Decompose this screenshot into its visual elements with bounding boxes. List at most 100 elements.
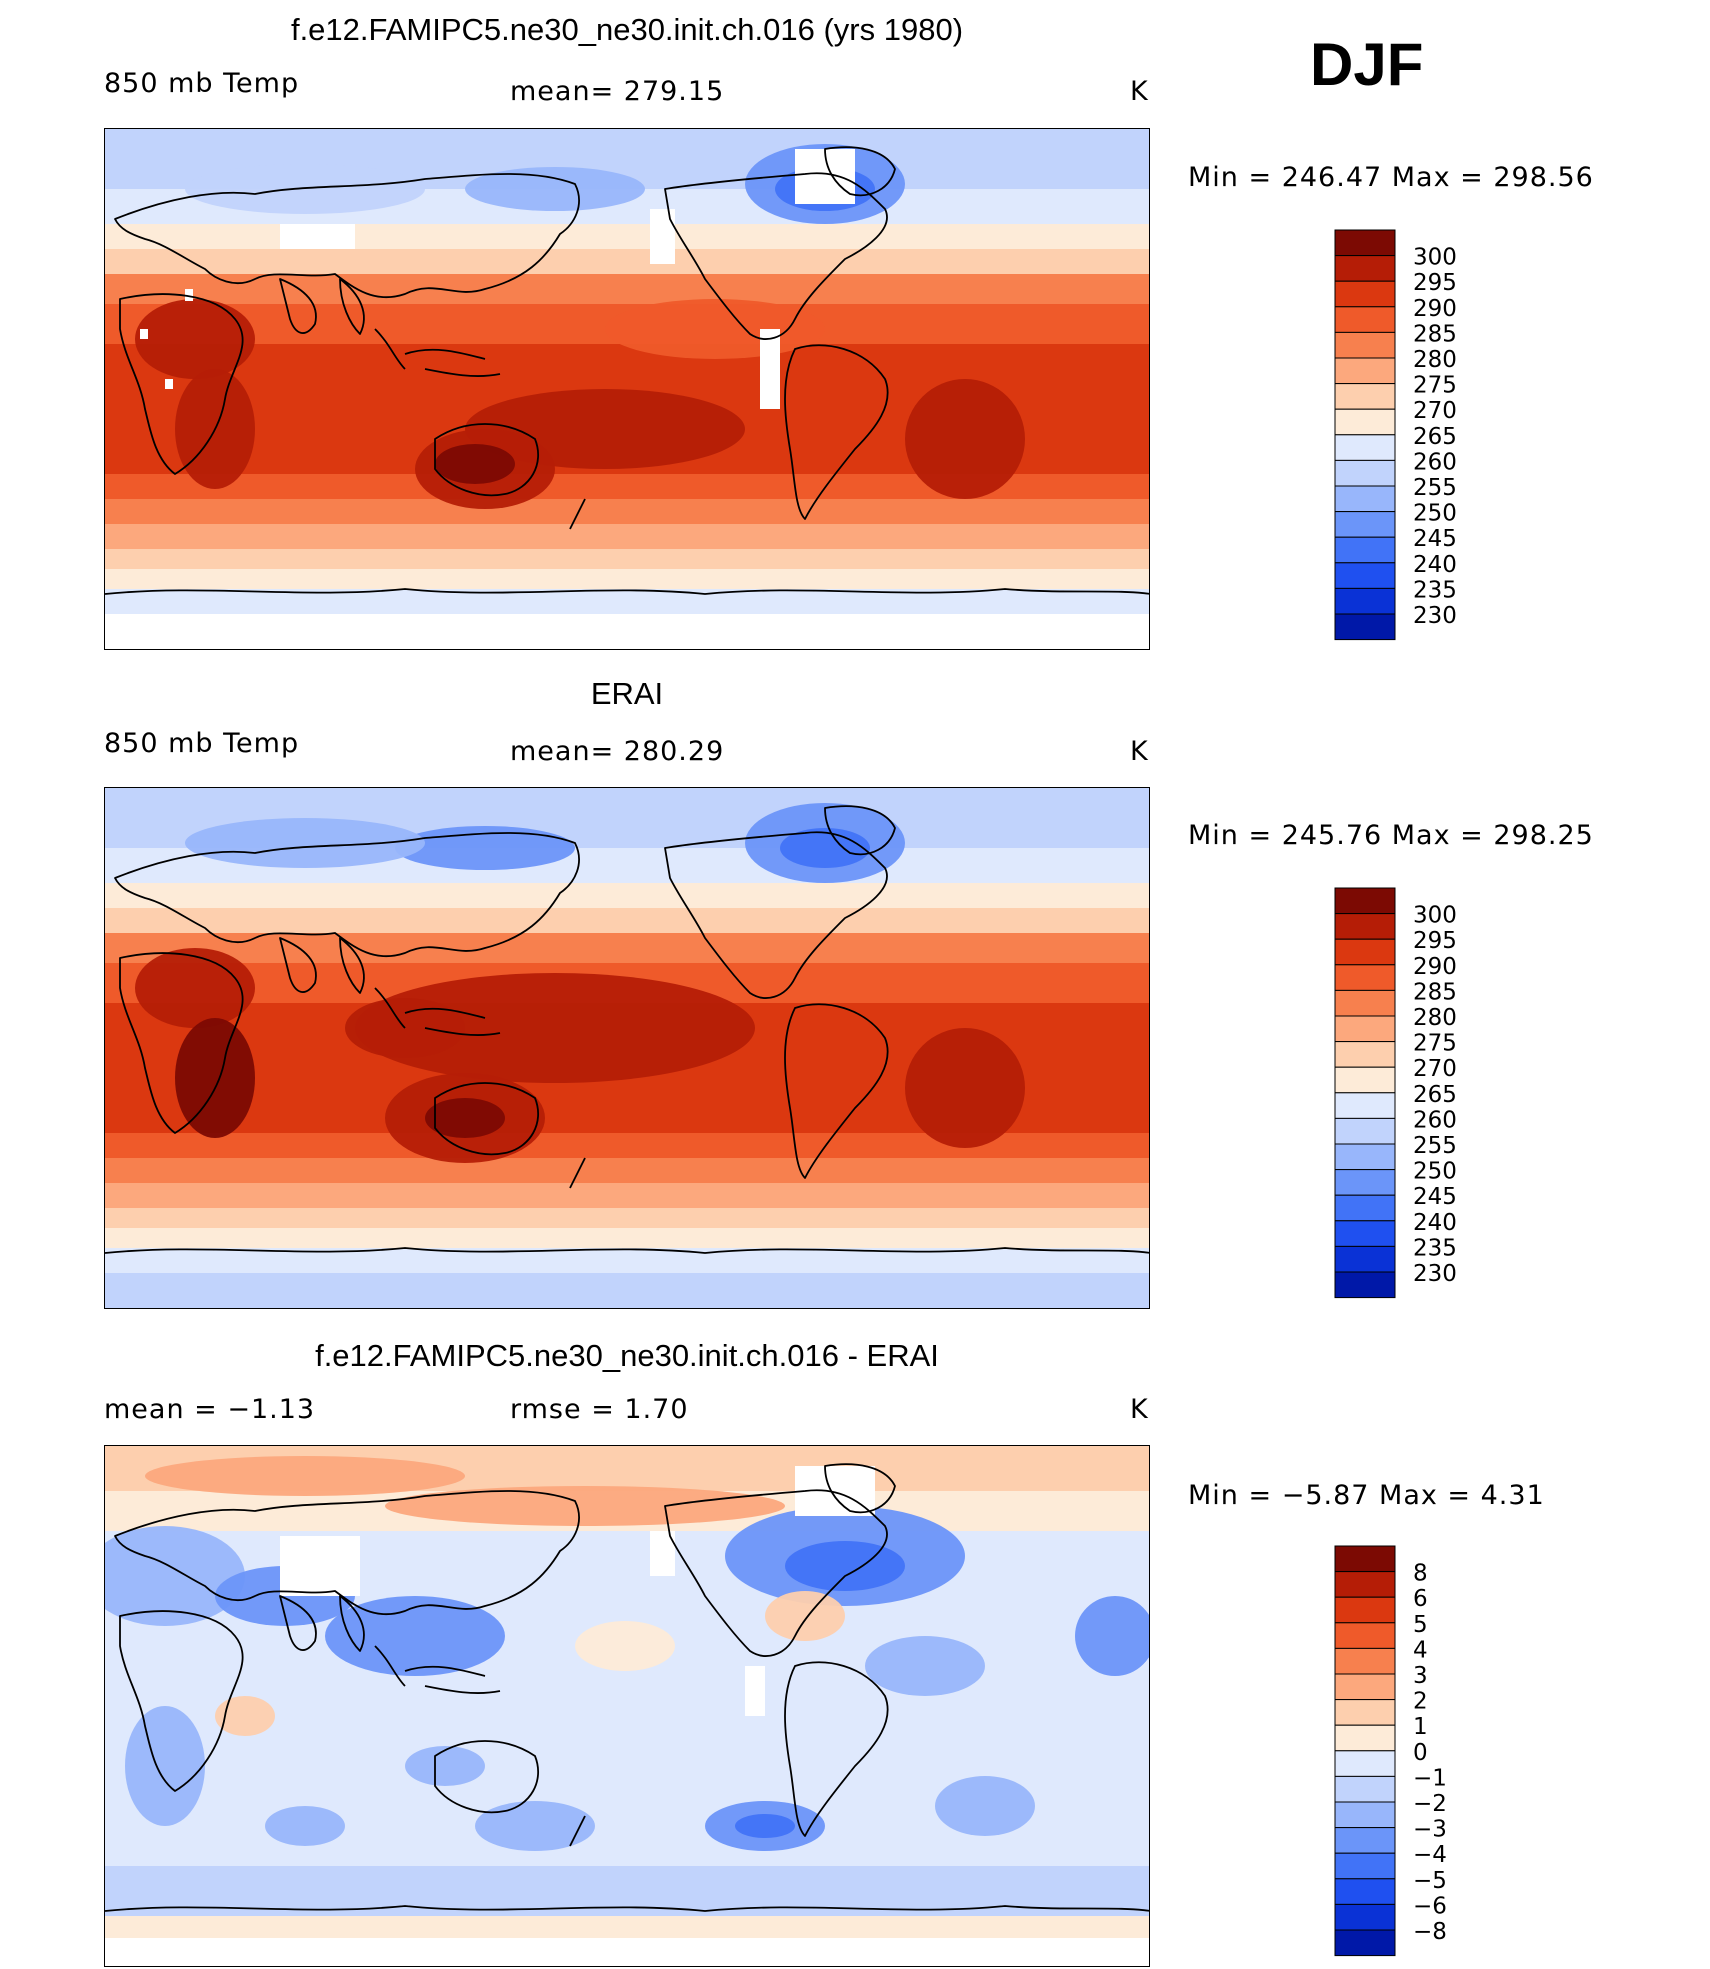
panel2-colorbar-swatch [1334, 1194, 1396, 1222]
panel3-blob [145, 1456, 465, 1496]
panel1-colorbar-swatch [1334, 331, 1396, 359]
panel2-map [104, 787, 1150, 1309]
panel3-antarctica-fill [105, 1938, 1149, 1966]
panel2-coastline [784, 1003, 889, 1179]
panel3-colorbar-tick-label: −2 [1413, 1791, 1447, 1817]
panel2-colorbar-swatch [1334, 1245, 1396, 1273]
panel1-coastline [114, 173, 580, 299]
panel2-colorbar-swatch [1334, 1041, 1396, 1068]
panel3-title: f.e12.FAMIPC5.ne30_ne30.init.ch.016 - ER… [315, 1338, 939, 1373]
panel3-colorbar-tick-label: 2 [1413, 1689, 1428, 1715]
panel3-blob [865, 1636, 985, 1696]
panel3-colorbar-tick-label: −8 [1413, 1919, 1447, 1945]
panel3-blob [475, 1801, 595, 1851]
panel3-coastline [279, 1595, 365, 1652]
panel2-coastline [569, 1157, 586, 1189]
panel1-colorbar-swatch [1334, 229, 1396, 257]
panel1-colorbar-swatch [1334, 306, 1396, 333]
panel3-blob [105, 1526, 245, 1626]
panel2-band [105, 1183, 1149, 1208]
panel3-blob [405, 1746, 485, 1786]
panel2-colorbar-tick-label: 265 [1413, 1082, 1457, 1108]
panel2-mean-label: mean= 280.29 [510, 736, 725, 767]
panel1-colorbar-tick-label: 260 [1413, 449, 1457, 475]
panel2-coastline [824, 805, 896, 856]
panel2-colorbar-swatch [1334, 964, 1396, 991]
panel1-coastline [824, 146, 896, 197]
panel3-colorbar-tick-label: −3 [1413, 1817, 1447, 1843]
panel2-colorbar-tick-label: 290 [1413, 954, 1457, 980]
panel2-colorbar-tick-label: 300 [1413, 903, 1457, 929]
panel3-blob [935, 1776, 1035, 1836]
panel1-colorbar-tick-label: 230 [1413, 603, 1457, 629]
panel1-band [105, 549, 1149, 569]
panel3-rmse-label: rmse = 1.70 [510, 1394, 689, 1425]
panel3-blob [265, 1806, 345, 1846]
panel1-coastline [374, 328, 501, 377]
panel3-coastline [114, 1490, 580, 1616]
panel2-coastline [105, 1247, 1149, 1254]
panel2-coastline [279, 937, 365, 994]
panel2-colorbar-swatch [1334, 1220, 1396, 1247]
panel2-colorbar-tick-label: 255 [1413, 1133, 1457, 1159]
panel1-colorbar-swatch [1334, 587, 1396, 615]
panel2-colorbar-tick-label: 240 [1413, 1210, 1457, 1236]
panel3-unit-label: K [1130, 1394, 1149, 1425]
panel1-blob [465, 167, 645, 211]
panel1-minmax: Min = 246.47 Max = 298.56 [1188, 162, 1594, 193]
panel2-coastline [664, 831, 888, 999]
panel1-colorbar-swatch [1334, 255, 1396, 282]
panel3-coastline [119, 1610, 244, 1792]
panel1-coastline [664, 172, 888, 340]
panel3-colorbar-tick-label: 1 [1413, 1714, 1428, 1740]
panel2-band [105, 908, 1149, 933]
panel3-coastline [569, 1815, 586, 1847]
panel3-missing [280, 1536, 360, 1596]
panel2-colorbar-swatch [1334, 938, 1396, 966]
panel1-colorbar-tick-label: 300 [1413, 245, 1457, 271]
panel1-band [105, 224, 1149, 249]
panel1-colorbar-tick-label: 255 [1413, 475, 1457, 501]
panel2-colorbar-swatch [1334, 913, 1396, 940]
panel3-blob [735, 1814, 795, 1838]
panel2-minmax: Min = 245.76 Max = 298.25 [1188, 820, 1594, 851]
panel1-missing [280, 224, 355, 249]
panel2-colorbar-tick-label: 235 [1413, 1235, 1457, 1261]
panel2-coastline [114, 832, 580, 958]
panel2-colorbar-tick-label: 280 [1413, 1005, 1457, 1031]
panel1-colorbar-tick-label: 265 [1413, 424, 1457, 450]
panel3-map [104, 1445, 1150, 1967]
panel2-colorbar-swatch [1334, 1066, 1396, 1094]
panel2-colorbar-swatch [1334, 1117, 1396, 1145]
panel2-colorbar-tick-label: 275 [1413, 1031, 1457, 1057]
panel1-colorbar-tick-label: 290 [1413, 296, 1457, 322]
panel3-colorbar-swatch [1334, 1929, 1396, 1957]
panel3-colorbar: 8 6 5 4 3 2 1 0 −1 −2 −3 −4 −5 −6 −8 [1334, 1545, 1475, 1958]
panel2-colorbar-swatch [1334, 1015, 1396, 1043]
panel2-map-svg [105, 788, 1149, 1308]
panel1-colorbar-tick-label: 245 [1413, 526, 1457, 552]
panel3-coastline [105, 1905, 1149, 1912]
panel3-blob [575, 1621, 675, 1671]
panel2-band [105, 1158, 1149, 1183]
panel3-missing [745, 1666, 765, 1716]
panel1-coastlines [105, 146, 1149, 595]
panel3-colorbar-tick-label: 3 [1413, 1663, 1428, 1689]
panel1-band [105, 569, 1149, 589]
panel3-colorbar-swatch [1334, 1878, 1396, 1905]
panel1-colorbar-tick-label: 250 [1413, 501, 1457, 527]
panel1-colorbar-swatch [1334, 383, 1396, 410]
panel1-blob [185, 164, 425, 214]
panel2-colorbar-tick-label: 285 [1413, 979, 1457, 1005]
panel3-colorbar-swatch [1334, 1903, 1396, 1931]
panel2-colorbar-tick-label: 245 [1413, 1184, 1457, 1210]
panel1-colorbar-swatch [1334, 613, 1396, 641]
panel2-colorbar-svg: 3002952902852802752702652602552502452402… [1334, 887, 1457, 1299]
panel3-colorbar-swatch [1334, 1647, 1396, 1675]
panel3-colorbar-swatch [1334, 1673, 1396, 1701]
panel3-blob [765, 1591, 845, 1641]
panel3-colorbar-swatch [1334, 1571, 1396, 1598]
panel2-blob [905, 1028, 1025, 1148]
panel1-missing [140, 329, 148, 339]
panel3-coastline [374, 1645, 501, 1694]
